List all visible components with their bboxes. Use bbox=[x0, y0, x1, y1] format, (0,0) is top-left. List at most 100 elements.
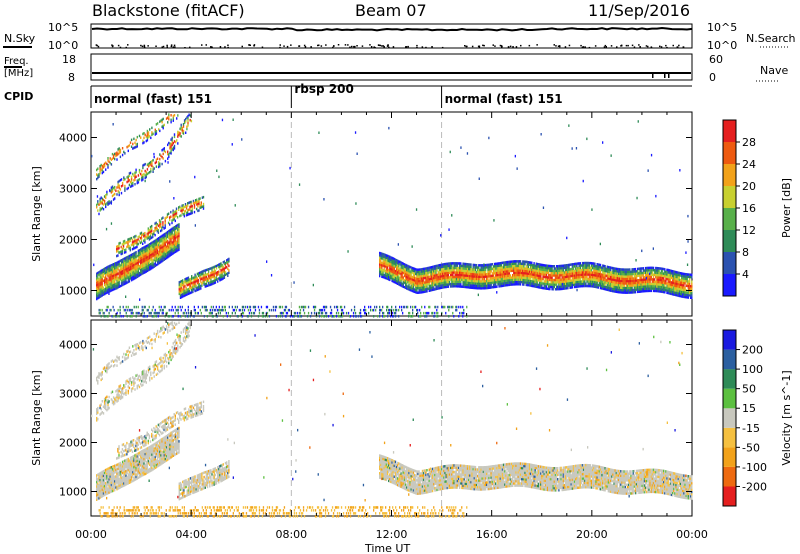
data-cell bbox=[128, 172, 131, 175]
data-cell bbox=[672, 281, 674, 284]
data-cell bbox=[144, 247, 146, 251]
data-cell bbox=[660, 278, 663, 282]
data-cell bbox=[416, 268, 418, 271]
data-cell bbox=[135, 305, 137, 309]
data-cell bbox=[428, 278, 430, 281]
data-cell bbox=[597, 283, 599, 287]
data-cell bbox=[160, 119, 162, 122]
data-cell bbox=[573, 265, 576, 268]
data-cell bbox=[628, 268, 630, 271]
data-cell bbox=[119, 266, 122, 269]
data-cell bbox=[682, 281, 684, 285]
data-cell bbox=[424, 274, 426, 277]
data-cell bbox=[158, 243, 160, 247]
data-cell bbox=[523, 274, 525, 277]
data-cell bbox=[652, 275, 655, 279]
data-cell bbox=[150, 258, 152, 261]
nsearch-point bbox=[416, 44, 418, 47]
data-cell bbox=[397, 273, 399, 276]
data-cell bbox=[588, 280, 590, 283]
data-cell bbox=[138, 274, 141, 277]
data-cell bbox=[580, 271, 583, 274]
data-cell bbox=[187, 276, 190, 279]
data-cell bbox=[614, 283, 616, 286]
data-cell bbox=[143, 235, 145, 238]
data-cell bbox=[168, 229, 170, 233]
data-cell bbox=[185, 131, 187, 134]
data-cell bbox=[585, 266, 587, 269]
data-cell bbox=[434, 274, 436, 277]
data-cell bbox=[667, 284, 669, 288]
data-cell bbox=[116, 277, 118, 281]
data-cell bbox=[532, 277, 534, 281]
data-cell bbox=[488, 275, 490, 278]
data-cell bbox=[588, 264, 590, 267]
data-cell bbox=[156, 240, 159, 243]
data-cell bbox=[97, 276, 99, 279]
data-cell bbox=[464, 285, 466, 289]
data-cell bbox=[607, 277, 610, 280]
data-cell bbox=[178, 243, 180, 247]
data-cell bbox=[688, 291, 691, 295]
data-cell bbox=[160, 251, 162, 254]
data-cell bbox=[638, 285, 640, 289]
data-cell bbox=[103, 290, 106, 293]
data-cell bbox=[621, 286, 623, 290]
data-cell bbox=[402, 264, 404, 268]
data-cell bbox=[653, 280, 656, 283]
data-cell bbox=[147, 250, 150, 254]
data-cell bbox=[563, 275, 566, 279]
data-cell bbox=[397, 268, 399, 272]
data-cell bbox=[558, 278, 560, 282]
data-cell bbox=[102, 272, 105, 276]
data-cell bbox=[644, 271, 647, 274]
data-cell bbox=[109, 278, 111, 281]
data-cell bbox=[686, 282, 688, 285]
data-cell bbox=[188, 280, 191, 284]
data-cell bbox=[434, 281, 436, 284]
data-cell bbox=[399, 263, 401, 266]
data-cell bbox=[165, 245, 168, 248]
data-cell bbox=[112, 156, 115, 159]
data-cell bbox=[691, 275, 693, 279]
data-cell bbox=[119, 305, 121, 309]
data-cell bbox=[391, 270, 393, 273]
data-cell bbox=[393, 271, 395, 275]
data-cell bbox=[120, 245, 122, 249]
data-cell bbox=[595, 272, 597, 275]
data-cell bbox=[128, 308, 130, 312]
data-cell bbox=[107, 163, 109, 167]
data-cell bbox=[450, 266, 452, 270]
data-cell bbox=[161, 246, 163, 249]
data-cell bbox=[435, 269, 437, 272]
data-cell bbox=[119, 250, 121, 254]
data-cell bbox=[464, 265, 466, 268]
data-cell bbox=[563, 271, 566, 274]
data-cell bbox=[596, 274, 598, 277]
data-cell bbox=[98, 284, 100, 288]
data-cell bbox=[456, 271, 459, 274]
data-cell bbox=[666, 284, 668, 288]
data-cell bbox=[399, 260, 401, 264]
data-cell bbox=[584, 271, 586, 274]
data-cell bbox=[400, 277, 402, 280]
data-cell bbox=[101, 275, 103, 279]
data-cell bbox=[103, 288, 106, 291]
data-cell bbox=[605, 274, 607, 277]
data-cell bbox=[393, 260, 395, 263]
data-cell bbox=[178, 290, 180, 293]
data-cell bbox=[484, 280, 487, 283]
data-cell bbox=[682, 295, 684, 298]
data-cell bbox=[159, 308, 161, 312]
data-cell bbox=[128, 266, 131, 269]
data-cell bbox=[132, 259, 134, 263]
data-cell bbox=[470, 277, 472, 280]
nsearch-point bbox=[354, 45, 356, 48]
data-cell bbox=[154, 264, 156, 268]
data-cell bbox=[144, 257, 146, 260]
data-cell bbox=[617, 277, 620, 280]
data-cell bbox=[512, 276, 514, 279]
data-cell bbox=[536, 267, 539, 270]
data-cell bbox=[121, 249, 124, 253]
data-cell bbox=[137, 258, 140, 262]
